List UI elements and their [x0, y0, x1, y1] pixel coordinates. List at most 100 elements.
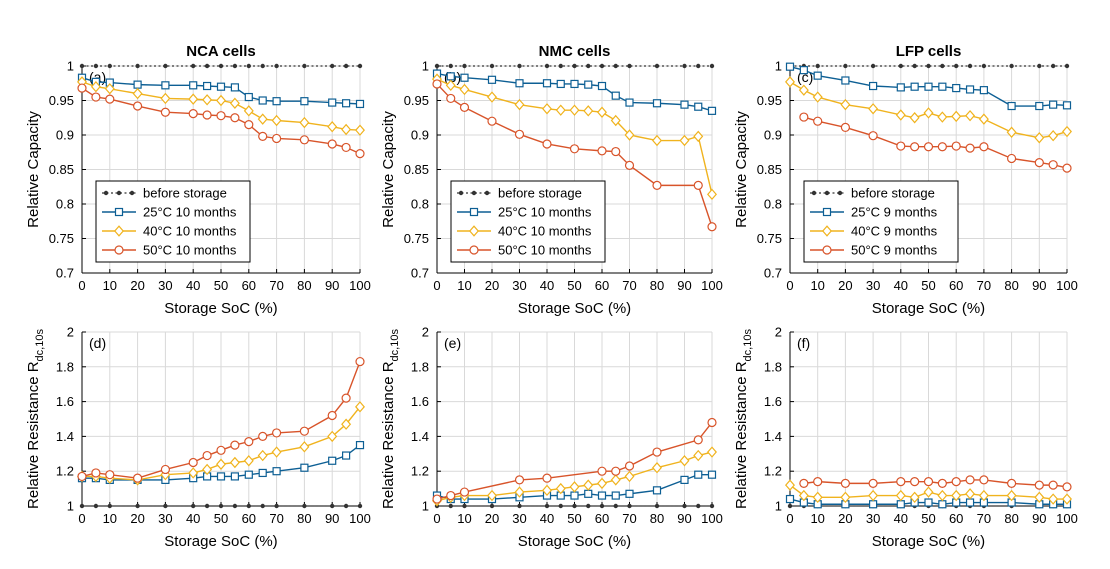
x-tick-label: 30 — [158, 278, 172, 293]
x-tick-label: 0 — [78, 278, 85, 293]
x-tick-label: 70 — [622, 511, 636, 526]
data-point — [937, 142, 947, 152]
x-tick-label: 20 — [838, 278, 852, 293]
data-point — [586, 503, 591, 509]
data-point — [202, 463, 213, 476]
data-point — [868, 478, 878, 488]
legend: before storage 25°C 10 months 40°C 10 mont… — [95, 180, 251, 263]
data-point — [342, 451, 351, 460]
data-point — [90, 80, 101, 93]
series-c50 — [432, 417, 717, 504]
data-point — [965, 498, 975, 507]
series-line — [81, 77, 361, 105]
data-point — [445, 79, 456, 92]
data-point — [1006, 126, 1017, 138]
x-tick-label: 40 — [186, 278, 200, 293]
data-point — [191, 63, 196, 69]
data-point — [696, 63, 701, 69]
data-point — [799, 478, 809, 488]
data-point — [188, 467, 199, 479]
legend-entry-before: before storage — [102, 186, 227, 201]
panel-label: (d) — [89, 335, 106, 351]
legend-entry-c50: 50°C 9 months — [810, 243, 938, 258]
data-point — [570, 491, 579, 500]
data-point — [965, 143, 975, 153]
data-point — [271, 446, 282, 458]
data-point — [923, 107, 934, 119]
y-tick-label: 0.85 — [404, 162, 429, 177]
data-point — [327, 410, 337, 421]
x-tick-label: 30 — [512, 278, 526, 293]
data-point — [693, 449, 704, 462]
data-point — [679, 455, 690, 467]
x-tick-label: 60 — [949, 278, 963, 293]
data-point — [965, 488, 976, 500]
legend-label: 50°C 10 months — [498, 243, 592, 258]
x-tick-label: 60 — [949, 511, 963, 526]
data-point — [1034, 132, 1045, 144]
x-tick-label: 70 — [977, 511, 991, 526]
x-tick-label: 30 — [866, 278, 880, 293]
data-point — [355, 124, 365, 136]
x-axis-label: Storage SoC (%) — [872, 300, 985, 317]
y-axis-label-main: Relative Resistance R — [380, 361, 397, 509]
chart-title: LFP cells — [896, 43, 962, 60]
legend-marker — [458, 190, 464, 196]
x-tick-label: 0 — [786, 278, 793, 293]
legend-entry-c40: 40°C 10 months — [102, 224, 237, 239]
x-axis-label: Storage SoC (%) — [164, 300, 277, 317]
series-c50 — [77, 83, 365, 159]
data-point — [937, 489, 948, 502]
data-point — [343, 63, 349, 69]
data-point — [188, 93, 199, 105]
data-point — [841, 76, 850, 85]
data-point — [517, 503, 522, 509]
data-point — [271, 114, 282, 127]
data-point — [785, 479, 795, 491]
data-point — [967, 63, 973, 69]
data-point — [909, 491, 920, 504]
data-point — [599, 63, 605, 69]
x-tick-label: 90 — [1032, 278, 1046, 293]
data-point — [812, 491, 823, 504]
data-point — [274, 63, 279, 69]
series-c50 — [77, 356, 365, 483]
data-point — [624, 470, 635, 483]
y-tick-label: 2 — [67, 325, 74, 340]
data-point — [489, 63, 495, 69]
series-before — [434, 63, 715, 69]
data-point — [460, 73, 469, 82]
legend-entry-c40: 40°C 9 months — [810, 224, 938, 239]
data-point — [709, 503, 715, 509]
data-point — [693, 180, 703, 190]
data-point — [840, 98, 851, 111]
data-point — [327, 121, 338, 133]
y-tick-label: 1.4 — [411, 429, 429, 444]
data-point — [896, 500, 905, 509]
data-point — [327, 430, 338, 443]
data-point — [355, 401, 365, 413]
y-tick-label: 1 — [67, 59, 74, 74]
legend-marker — [114, 207, 124, 217]
y-tick-label: 0.75 — [49, 231, 74, 246]
data-point — [1048, 480, 1058, 490]
series-c50 — [432, 79, 717, 232]
series-c40 — [77, 401, 365, 486]
y-tick-label: 1.8 — [56, 359, 74, 374]
legend-label: 50°C 10 months — [143, 243, 237, 258]
x-tick-label: 40 — [186, 511, 200, 526]
x-tick-label: 80 — [297, 278, 311, 293]
data-point — [544, 503, 550, 509]
data-point — [328, 98, 337, 107]
data-point — [515, 79, 524, 88]
x-tick-label: 80 — [1004, 278, 1018, 293]
data-point — [896, 83, 905, 92]
x-tick-label: 40 — [540, 278, 554, 293]
chart-title: NCA cells — [186, 43, 255, 60]
data-point — [1037, 63, 1042, 69]
data-point — [230, 83, 239, 92]
x-tick-label: 100 — [349, 511, 371, 526]
data-point — [584, 80, 593, 89]
data-point — [132, 87, 143, 100]
data-point — [938, 82, 947, 91]
